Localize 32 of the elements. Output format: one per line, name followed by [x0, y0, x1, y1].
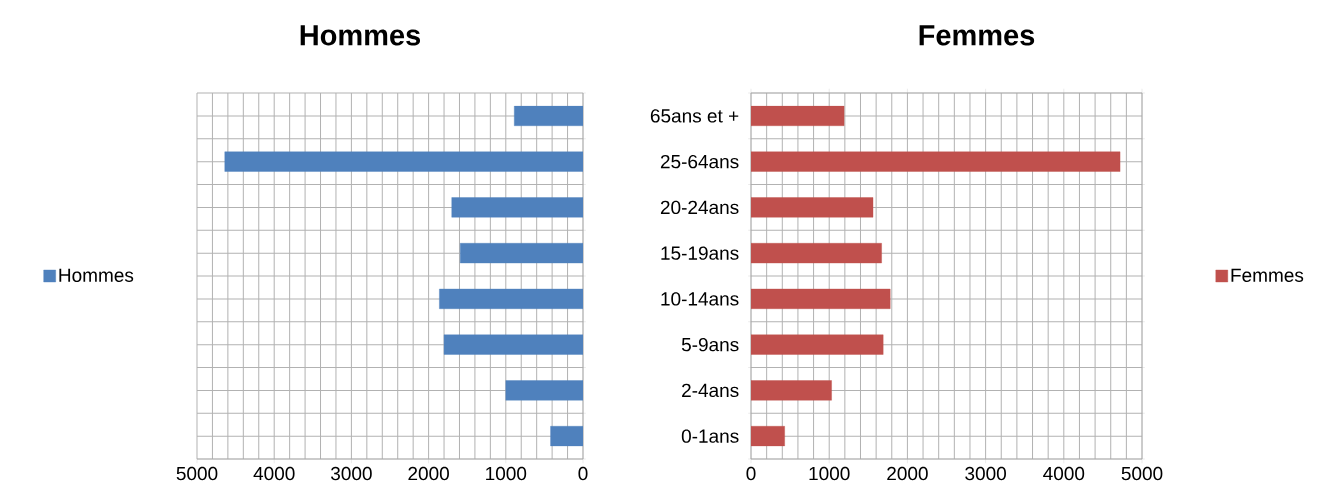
x-tick-label: 4000 [1043, 466, 1085, 481]
x-tick-label: 2000 [887, 466, 928, 481]
bar [514, 105, 583, 126]
bar [505, 380, 583, 401]
bar [439, 288, 583, 309]
y-tick-label: 5-9ans [681, 337, 739, 352]
bar [451, 197, 583, 218]
y-tick-label: 15-19ans [661, 246, 739, 260]
y-tick-label: 0-1ans [681, 429, 739, 443]
x-tick-label: 5000 [1121, 466, 1163, 481]
y-tick-label: 10-14ans [661, 292, 739, 306]
x-tick-label: 0 [578, 466, 588, 481]
legend-label: Femmes [1231, 268, 1304, 282]
legend-label: Hommes [59, 268, 134, 282]
x-tick-label: 1000 [486, 466, 527, 481]
y-tick-label: 25-64ans [660, 154, 739, 169]
x-tick-label: 1000 [809, 466, 850, 481]
y-tick-label: 2-4ans [682, 383, 739, 398]
x-tick-label: 3000 [330, 466, 372, 481]
bar [224, 151, 583, 172]
x-tick-label: 0 [746, 466, 756, 481]
x-tick-label: 3000 [965, 466, 1006, 481]
y-tick-label: 65ans et + [650, 109, 739, 123]
x-tick-label: 2000 [408, 466, 449, 481]
x-tick-label: 4000 [253, 466, 295, 481]
x-tick-label: 5000 [176, 466, 218, 481]
chart-title: Hommes [300, 25, 421, 46]
bar [550, 426, 583, 447]
bar [443, 334, 583, 355]
chart-title: Femmes [919, 25, 1035, 46]
bar [460, 243, 583, 264]
y-tick-label: 20-24ans [660, 200, 739, 215]
